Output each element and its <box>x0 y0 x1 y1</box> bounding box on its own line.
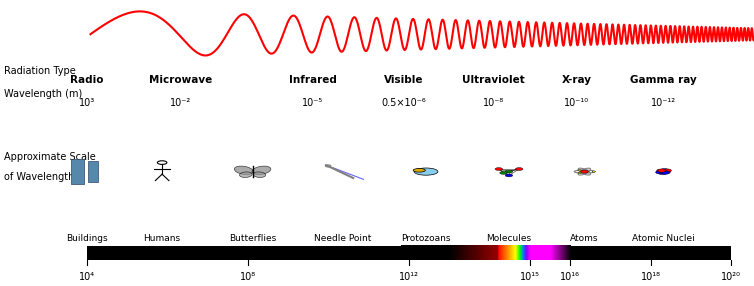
Text: Buildings: Buildings <box>66 234 108 243</box>
Text: Radio: Radio <box>70 75 103 85</box>
Ellipse shape <box>253 172 265 178</box>
Text: Visible: Visible <box>384 75 423 85</box>
Bar <box>71 159 84 184</box>
Text: Infrared: Infrared <box>289 75 337 85</box>
Circle shape <box>659 170 668 173</box>
Circle shape <box>505 174 513 177</box>
Text: Atomic Nuclei: Atomic Nuclei <box>632 234 695 243</box>
Circle shape <box>500 172 507 174</box>
Text: Approximate Scale: Approximate Scale <box>4 152 96 162</box>
Text: 10⁻⁸: 10⁻⁸ <box>483 98 504 108</box>
Text: Microwave: Microwave <box>149 75 213 85</box>
Text: Ultraviolet: Ultraviolet <box>462 75 526 85</box>
Text: 10²⁰: 10²⁰ <box>722 272 741 282</box>
Text: 10⁸: 10⁸ <box>240 272 256 282</box>
Text: 10⁻¹²: 10⁻¹² <box>651 98 676 108</box>
Text: Butterflies: Butterflies <box>229 234 276 243</box>
Ellipse shape <box>240 172 252 178</box>
Circle shape <box>657 169 666 172</box>
Text: Humans: Humans <box>143 234 181 243</box>
Bar <box>87 246 731 260</box>
Text: Radiation Type: Radiation Type <box>4 67 75 76</box>
Circle shape <box>578 172 581 174</box>
Circle shape <box>495 168 502 170</box>
Circle shape <box>661 168 669 172</box>
Ellipse shape <box>414 168 438 175</box>
Circle shape <box>663 169 672 172</box>
Text: Needle Point: Needle Point <box>314 234 372 243</box>
Ellipse shape <box>413 168 425 172</box>
Text: Frequency (Hz): Frequency (Hz) <box>4 248 87 258</box>
Circle shape <box>657 169 665 172</box>
Text: 10⁻¹⁰: 10⁻¹⁰ <box>564 98 590 108</box>
Circle shape <box>592 171 596 172</box>
Text: 10³: 10³ <box>78 98 95 108</box>
Circle shape <box>658 171 667 175</box>
Text: Atoms: Atoms <box>570 234 599 243</box>
Text: 10¹²: 10¹² <box>399 272 419 282</box>
Circle shape <box>516 168 523 170</box>
Bar <box>87 161 98 182</box>
Text: X-ray: X-ray <box>562 75 592 85</box>
Circle shape <box>578 170 581 171</box>
Text: Gamma ray: Gamma ray <box>630 75 697 85</box>
Circle shape <box>505 170 513 173</box>
Text: 10⁻⁵: 10⁻⁵ <box>302 98 323 108</box>
Text: 10¹⁵: 10¹⁵ <box>520 272 540 282</box>
Text: 10¹⁶: 10¹⁶ <box>560 272 581 282</box>
Text: Wavelength (m): Wavelength (m) <box>4 90 82 99</box>
Ellipse shape <box>234 166 253 174</box>
Circle shape <box>662 170 670 174</box>
Text: Protozoans: Protozoans <box>401 234 451 243</box>
Text: 0.5×10⁻⁶: 0.5×10⁻⁶ <box>381 98 426 108</box>
Circle shape <box>661 171 670 174</box>
Ellipse shape <box>252 166 271 174</box>
Circle shape <box>581 170 588 173</box>
Text: 10⁴: 10⁴ <box>78 272 95 282</box>
Text: of Wavelength: of Wavelength <box>4 172 74 182</box>
Text: 10⁻²: 10⁻² <box>170 98 192 108</box>
Circle shape <box>655 171 664 174</box>
Text: Molecules: Molecules <box>486 234 532 243</box>
Text: 10¹⁸: 10¹⁸ <box>641 272 661 282</box>
